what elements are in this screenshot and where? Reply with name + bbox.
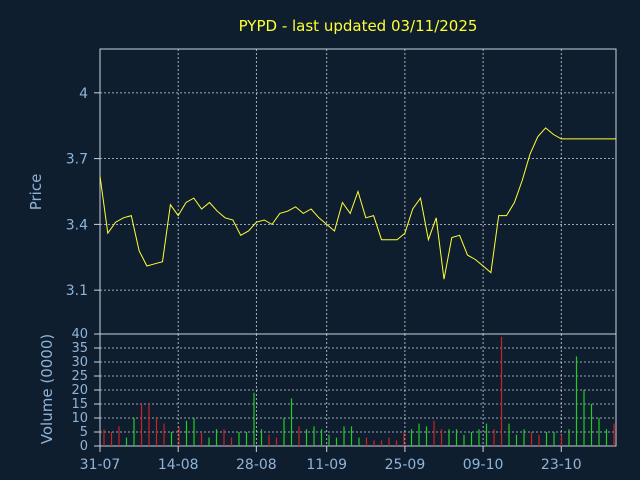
x-tick-label-1: 14-08 — [158, 457, 199, 473]
x-tick-label-3: 11-09 — [306, 457, 347, 473]
chart-title: PYPD - last updated 03/11/2025 — [239, 17, 478, 35]
price-line — [99, 127, 616, 280]
volume-tick-label-5: 15 — [71, 397, 88, 412]
volume-tick-label-7: 5 — [80, 425, 88, 440]
volume-tick-label-4: 20 — [71, 383, 88, 398]
x-tick-label-6: 23-10 — [541, 457, 582, 473]
price-tick-label-1: 3.7 — [66, 152, 88, 168]
volume-tick-label-6: 10 — [71, 411, 88, 426]
x-tick-label-0: 31-07 — [80, 457, 121, 473]
volume-tick-label-8: 0 — [80, 439, 88, 454]
volume-tick-label-2: 30 — [71, 355, 88, 370]
volume-tick-label-1: 35 — [71, 341, 88, 356]
price-tick-label-2: 3.4 — [66, 217, 88, 233]
volume-tick-label-0: 40 — [71, 327, 88, 342]
price-panel: 4 3.7 3.4 3.1 — [66, 48, 617, 335]
x-tick-label-2: 28-08 — [236, 457, 277, 473]
price-tick-label-0: 4 — [79, 86, 88, 102]
volume-tick-label-3: 25 — [71, 369, 88, 384]
price-tick-label-3: 3.1 — [66, 283, 88, 299]
volume-axis-label: Volume (0000) — [38, 334, 56, 444]
x-axis: 31-07 14-08 28-08 11-09 25-09 09-10 23-10 — [80, 446, 582, 473]
price-axis-label: Price — [27, 174, 45, 211]
x-tick-label-4: 25-09 — [385, 457, 426, 473]
x-tick-label-5: 09-10 — [463, 457, 504, 473]
